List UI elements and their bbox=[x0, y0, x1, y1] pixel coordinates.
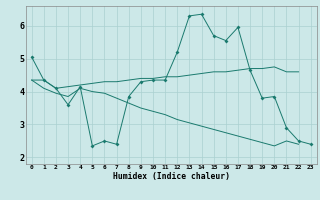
X-axis label: Humidex (Indice chaleur): Humidex (Indice chaleur) bbox=[113, 172, 230, 181]
